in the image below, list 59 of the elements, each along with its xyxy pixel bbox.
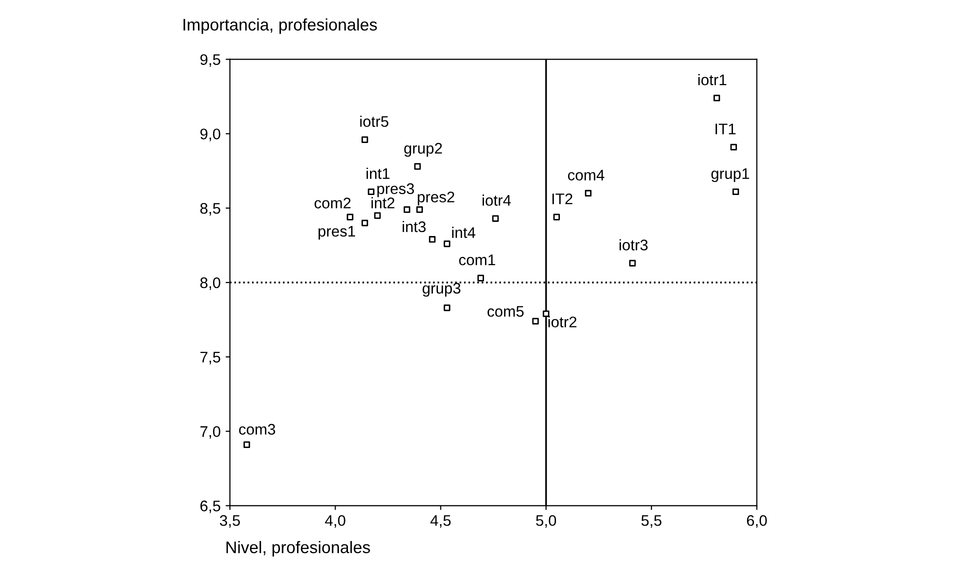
point [428, 236, 436, 243]
point [444, 240, 450, 248]
annotation: iotr4 [482, 194, 511, 206]
point [732, 188, 740, 196]
x-tick-label: 3,5 [220, 515, 240, 528]
x-axis-title: Nivel, profesionales [226, 540, 370, 557]
annotation: com5 [488, 306, 524, 317]
point [362, 220, 368, 226]
y-tick-label: 7,0 [200, 426, 220, 439]
annotation: grup2 [404, 142, 442, 157]
annotation: IT2 [552, 193, 572, 204]
annotation: com2 [314, 198, 351, 208]
point [629, 260, 636, 266]
point [414, 163, 421, 170]
point [374, 212, 381, 219]
annotation: grup1 [711, 168, 750, 182]
y-tick-label: 8,5 [200, 202, 220, 216]
x-tick-label: 4,0 [325, 515, 346, 528]
x-tick-label: 6,0 [746, 515, 767, 528]
point [532, 318, 539, 324]
y-tick-label: 7,5 [200, 352, 220, 364]
y-tick-label: 8,0 [200, 277, 220, 290]
annotation: com1 [459, 254, 496, 266]
annotation: pres1 [318, 226, 356, 240]
annotation: iotr1 [698, 74, 726, 86]
point [243, 441, 250, 448]
annotation: com4 [568, 170, 604, 180]
point [346, 214, 354, 220]
point [553, 214, 560, 220]
y-tick-label: 9,5 [200, 54, 220, 67]
annotation: int3 [402, 220, 426, 232]
x-tick-label: 4,5 [430, 515, 451, 528]
point [713, 94, 720, 102]
annotation: iotr2 [548, 316, 576, 328]
annotation: int2 [372, 197, 394, 208]
annotation: pres2 [418, 192, 454, 206]
annotation: int1 [366, 168, 390, 179]
annotation: iotr3 [620, 239, 648, 250]
annotation: com3 [239, 424, 276, 435]
point [477, 274, 484, 282]
x-tick-label: 5,0 [536, 515, 556, 528]
y-axis-title: Importancia, profesionales [184, 18, 377, 34]
annotation: iotr5 [360, 116, 388, 127]
point [362, 136, 368, 143]
point [730, 144, 737, 150]
annotation: int4 [452, 226, 476, 238]
annotation: IT1 [716, 124, 736, 134]
y-tick-label: 9,0 [200, 128, 220, 142]
point [444, 304, 450, 312]
annotation: pres3 [377, 183, 414, 198]
y-tick-label: 6,5 [200, 500, 220, 514]
point [404, 206, 410, 213]
point [416, 206, 423, 213]
point [492, 215, 499, 222]
point [584, 190, 592, 197]
point [542, 310, 550, 318]
point [368, 188, 374, 196]
x-tick-label: 5,5 [641, 515, 662, 528]
annotation: grup3 [422, 282, 460, 297]
